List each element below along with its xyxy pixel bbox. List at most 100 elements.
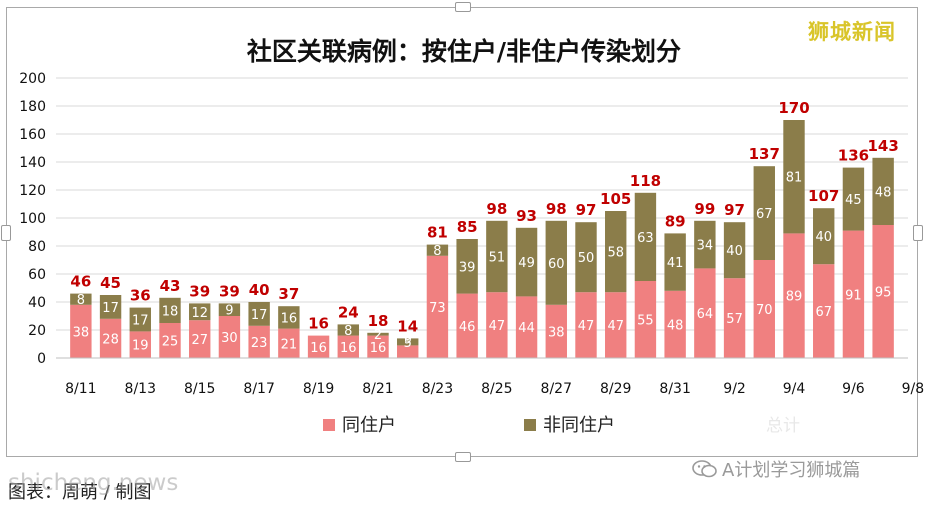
data-label-nonresident: 67 xyxy=(756,207,773,222)
data-label-total: 36 xyxy=(130,287,151,305)
bar-nonresident xyxy=(842,167,865,231)
bar-nonresident xyxy=(337,324,359,336)
bar-resident xyxy=(248,325,270,358)
bar-nonresident xyxy=(456,239,478,294)
data-label-nonresident: 51 xyxy=(489,251,506,266)
bar-resident xyxy=(753,260,775,358)
bar-nonresident xyxy=(723,222,746,279)
resize-handle-bottom[interactable] xyxy=(455,452,471,462)
data-label-nonresident: 17 xyxy=(132,314,149,329)
data-label-nonresident: 63 xyxy=(637,231,654,246)
bar-resident xyxy=(456,293,478,358)
data-label-nonresident: 16 xyxy=(281,311,298,326)
bar-resident xyxy=(634,281,657,358)
legend-swatch-resident xyxy=(323,419,335,431)
data-label-total: 97 xyxy=(576,201,597,219)
bar-nonresident xyxy=(634,192,657,281)
bar-nonresident xyxy=(872,157,894,225)
data-label-nonresident: 17 xyxy=(102,301,119,316)
data-label-resident: 44 xyxy=(518,321,535,336)
data-label-resident: 57 xyxy=(726,312,743,327)
x-tick-label: 8/29 xyxy=(600,381,631,397)
data-label-total: 39 xyxy=(219,282,240,300)
bar-resident xyxy=(694,268,716,358)
data-label-resident: 21 xyxy=(281,337,298,352)
data-label-nonresident: 8 xyxy=(77,293,85,308)
data-label-nonresident: 48 xyxy=(875,185,892,200)
bar-nonresident xyxy=(397,338,419,346)
data-label-resident: 27 xyxy=(191,333,208,348)
data-label-resident: 47 xyxy=(578,319,595,334)
data-label-total: 40 xyxy=(249,281,270,299)
x-tick-label: 9/4 xyxy=(783,381,806,397)
bar-resident xyxy=(515,296,538,358)
x-tick-label: 8/17 xyxy=(243,381,274,397)
bar-nonresident xyxy=(664,233,686,291)
bar-nonresident xyxy=(367,332,389,336)
data-label-resident: 91 xyxy=(845,288,862,303)
bar-resident xyxy=(723,278,746,358)
y-tick-label: 200 xyxy=(19,71,46,87)
legend-label-nonresident: 非同住户 xyxy=(543,415,615,436)
y-tick-label: 120 xyxy=(19,183,46,199)
data-label-resident: 16 xyxy=(340,341,357,356)
x-tick-label: 9/8 xyxy=(902,381,925,397)
resize-handle-top[interactable] xyxy=(455,2,471,12)
site-watermark: shicheng.news xyxy=(8,470,179,496)
data-label-nonresident: 8 xyxy=(433,244,441,259)
data-label-total: 18 xyxy=(368,312,389,330)
bar-nonresident xyxy=(753,166,775,260)
bar-resident xyxy=(159,323,181,358)
data-label-total: 45 xyxy=(100,274,121,292)
data-label-total: 118 xyxy=(630,172,661,190)
data-label-nonresident: 40 xyxy=(815,230,832,245)
data-label-nonresident: 45 xyxy=(845,193,862,208)
x-tick-label: 8/21 xyxy=(362,381,393,397)
data-label-resident: 73 xyxy=(429,301,446,316)
data-label-nonresident: 40 xyxy=(726,244,743,259)
data-label-resident: 46 xyxy=(459,320,476,335)
y-tick-label: 40 xyxy=(28,295,46,311)
bar-resident xyxy=(813,264,835,358)
bar-nonresident xyxy=(70,293,92,305)
data-label-resident: 64 xyxy=(697,307,714,322)
data-label-total: 16 xyxy=(308,315,329,333)
resize-handle-right[interactable] xyxy=(913,225,923,241)
x-tick-label: 8/13 xyxy=(125,381,156,397)
bar-resident xyxy=(218,316,241,358)
resize-handle-left[interactable] xyxy=(1,225,11,241)
bar-nonresident xyxy=(218,303,241,316)
bar-nonresident xyxy=(813,208,835,265)
data-label-total: 81 xyxy=(427,224,448,242)
data-label-resident: 30 xyxy=(221,331,238,346)
wechat-icon xyxy=(692,459,718,479)
data-label-total: 43 xyxy=(160,277,181,295)
bar-resident xyxy=(664,290,686,358)
wechat-account: A计划学习狮城篇 xyxy=(692,456,860,482)
data-label-nonresident: 8 xyxy=(344,324,352,339)
data-label-nonresident: 49 xyxy=(518,256,535,271)
bar-nonresident xyxy=(159,297,181,323)
bar-resident xyxy=(426,255,449,358)
legend-swatch-nonresident xyxy=(524,419,536,431)
data-label-resident: 89 xyxy=(786,290,803,305)
bar-nonresident xyxy=(783,120,805,234)
data-label-resident: 47 xyxy=(489,319,506,334)
legend-ghost-label: 总计 xyxy=(766,416,800,436)
data-label-resident: 95 xyxy=(875,286,892,301)
data-label-total: 136 xyxy=(838,147,869,165)
data-label-nonresident: 9 xyxy=(225,304,233,319)
bar-resident xyxy=(842,230,865,358)
data-label-resident: 67 xyxy=(815,305,832,320)
data-label-total: 105 xyxy=(600,190,631,208)
data-label-total: 107 xyxy=(808,187,839,205)
bar-resident xyxy=(605,292,627,358)
bar-resident xyxy=(278,328,300,358)
data-label-total: 85 xyxy=(457,218,478,236)
data-label-total: 137 xyxy=(749,145,780,163)
bar-nonresident xyxy=(694,220,716,269)
data-label-resident: 25 xyxy=(162,335,179,350)
data-label-resident: 16 xyxy=(370,341,387,356)
data-label-resident: 55 xyxy=(637,314,654,329)
bar-resident xyxy=(189,320,211,358)
